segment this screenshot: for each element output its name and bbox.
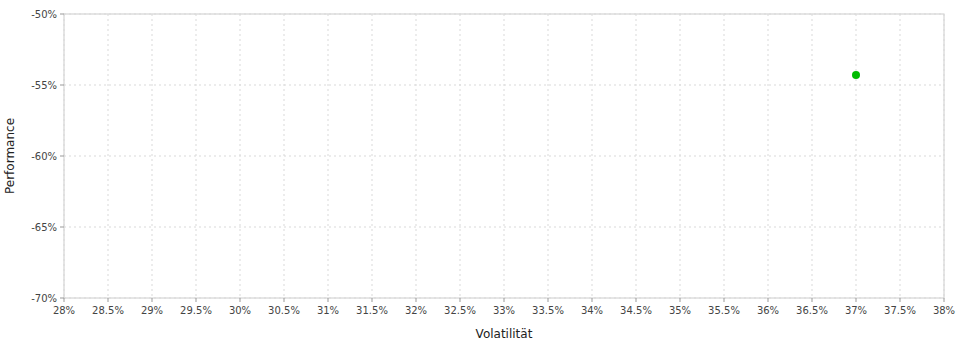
x-tick — [548, 298, 549, 302]
grid — [64, 14, 944, 298]
y-tick-label: -50% — [31, 9, 57, 20]
y-tick — [60, 85, 64, 86]
x-tick-label: 33% — [493, 305, 515, 316]
x-tick-label: 36% — [757, 305, 779, 316]
y-grid-line — [64, 85, 944, 86]
x-grid-line — [548, 14, 549, 298]
x-tick-label: 31.5% — [356, 305, 388, 316]
y-tick — [60, 14, 64, 15]
y-grid-line — [64, 156, 944, 157]
y-tick-label: -55% — [31, 80, 57, 91]
x-grid-line — [768, 14, 769, 298]
x-tick-label: 30.5% — [268, 305, 300, 316]
y-tick — [60, 227, 64, 228]
x-tick — [856, 298, 857, 302]
x-tick — [460, 298, 461, 302]
x-tick-label: 38% — [933, 305, 955, 316]
x-axis-label: Volatilität — [476, 327, 533, 341]
chart-container: 28% 28.5% 29% 29.5% 30% 30.5% 31% 31.5% 32% 32.5%… — [0, 0, 966, 350]
x-tick — [284, 298, 285, 302]
x-tick — [328, 298, 329, 302]
x-tick — [944, 298, 945, 302]
x-tick — [108, 298, 109, 302]
x-tick — [64, 298, 65, 302]
y-axis-label: Performance — [3, 118, 17, 194]
x-grid-line — [152, 14, 153, 298]
x-tick-label: 28% — [53, 305, 75, 316]
y-tick-label: -70% — [31, 293, 57, 304]
x-tick-label: 29% — [141, 305, 163, 316]
axes: 28% 28.5% 29% 29.5% 30% 30.5% 31% 31.5% 32% 32.5%… — [31, 9, 955, 317]
x-tick — [196, 298, 197, 302]
x-tick — [768, 298, 769, 302]
x-grid-line — [328, 14, 329, 298]
y-grid-line — [64, 14, 944, 15]
x-tick — [636, 298, 637, 302]
y-tick-label: -60% — [31, 151, 57, 162]
x-tick — [680, 298, 681, 302]
x-tick-label: 34% — [581, 305, 603, 316]
x-tick-label: 32.5% — [444, 305, 476, 316]
x-grid-line — [372, 14, 373, 298]
x-grid-line — [812, 14, 813, 298]
x-tick-label: 35.5% — [708, 305, 740, 316]
plot-frame — [64, 14, 944, 298]
x-tick-label: 28.5% — [92, 305, 124, 316]
x-grid-line — [592, 14, 593, 298]
x-tick-label: 29.5% — [180, 305, 212, 316]
x-tick — [724, 298, 725, 302]
x-tick-label: 31% — [317, 305, 339, 316]
x-tick — [592, 298, 593, 302]
y-tick — [60, 156, 64, 157]
x-tick-label: 36.5% — [796, 305, 828, 316]
x-tick — [240, 298, 241, 302]
x-grid-line — [108, 14, 109, 298]
x-tick-label: 37.5% — [884, 305, 916, 316]
y-grid-line — [64, 227, 944, 228]
x-tick — [372, 298, 373, 302]
x-tick-label: 30% — [229, 305, 251, 316]
x-tick-label: 32% — [405, 305, 427, 316]
x-tick-label: 33.5% — [532, 305, 564, 316]
x-tick-label: 37% — [845, 305, 867, 316]
chart-svg: 28% 28.5% 29% 29.5% 30% 30.5% 31% 31.5% 32% 32.5%… — [0, 0, 966, 350]
x-tick — [504, 298, 505, 302]
scatter-point — [852, 71, 860, 79]
x-tick — [812, 298, 813, 302]
x-tick-label: 35% — [669, 305, 691, 316]
y-tick — [60, 298, 64, 299]
x-tick — [152, 298, 153, 302]
y-tick-label: -65% — [31, 222, 57, 233]
x-tick-label: 34.5% — [620, 305, 652, 316]
x-tick — [900, 298, 901, 302]
marks — [852, 71, 860, 79]
x-tick — [416, 298, 417, 302]
